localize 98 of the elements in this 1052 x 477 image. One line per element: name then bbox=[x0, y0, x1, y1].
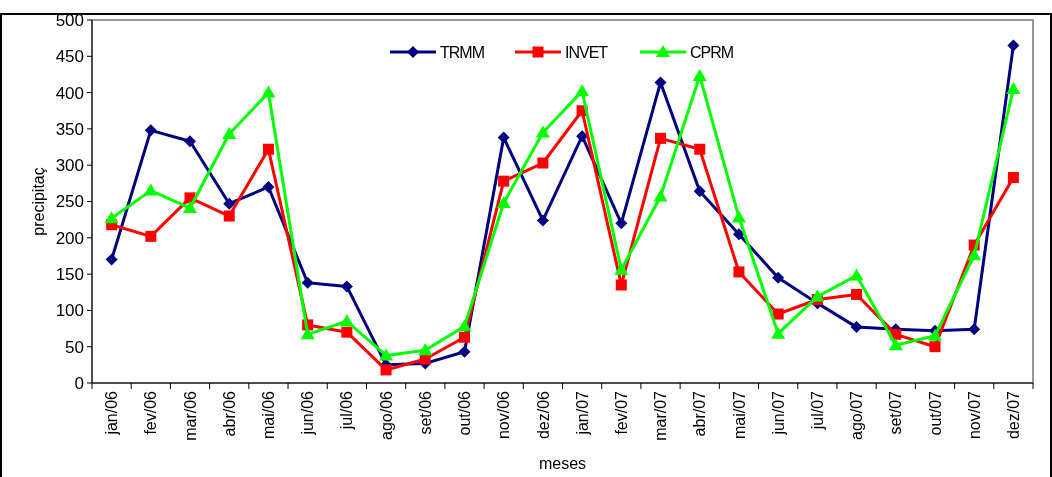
point bbox=[772, 271, 785, 284]
y-tick-label: 450 bbox=[55, 47, 84, 67]
y-tick-label: 0 bbox=[74, 373, 84, 393]
point bbox=[379, 348, 394, 361]
point bbox=[457, 319, 472, 332]
legend-label: INVET bbox=[565, 43, 609, 61]
point bbox=[615, 217, 628, 230]
point bbox=[143, 183, 158, 196]
x-tick-label: jul/07 bbox=[808, 390, 826, 431]
x-tick-label: jan/07 bbox=[573, 390, 591, 436]
x-tick-label: jul/06 bbox=[338, 390, 356, 431]
y-tick-label: 150 bbox=[55, 265, 84, 285]
point bbox=[1006, 81, 1021, 94]
x-tick-label: out/07 bbox=[926, 390, 944, 436]
point bbox=[498, 175, 510, 187]
point bbox=[655, 132, 667, 144]
point bbox=[341, 326, 353, 338]
x-tick-label: jun/06 bbox=[299, 390, 317, 436]
point bbox=[967, 248, 982, 261]
y-tick-label: 300 bbox=[55, 156, 84, 176]
point bbox=[850, 321, 863, 334]
x-axis-title: meses bbox=[538, 455, 587, 472]
legend-label: CPRM bbox=[690, 43, 734, 61]
point bbox=[693, 185, 706, 198]
x-tick-label: nov/06 bbox=[495, 390, 513, 440]
point bbox=[614, 262, 629, 275]
x-tick-label: fev/07 bbox=[612, 390, 630, 435]
point bbox=[772, 308, 784, 320]
y-tick-label: 200 bbox=[55, 228, 84, 248]
point bbox=[1007, 172, 1019, 184]
y-tick-label: 50 bbox=[65, 337, 84, 357]
x-tick-label: set/07 bbox=[887, 390, 905, 435]
y-tick-label: 250 bbox=[55, 192, 84, 212]
point bbox=[653, 189, 668, 202]
point bbox=[537, 157, 549, 169]
point bbox=[615, 279, 627, 291]
point bbox=[535, 125, 550, 138]
point bbox=[849, 268, 864, 281]
point bbox=[851, 288, 863, 300]
point bbox=[262, 143, 274, 155]
x-tick-label: fev/06 bbox=[142, 390, 160, 435]
point bbox=[810, 289, 825, 302]
legend-label: TRMM bbox=[440, 43, 485, 61]
point bbox=[104, 211, 119, 224]
point bbox=[184, 135, 197, 148]
y-tick-label: 400 bbox=[55, 83, 84, 103]
x-tick-label: dez/07 bbox=[1005, 390, 1022, 440]
point bbox=[771, 326, 786, 339]
point bbox=[301, 276, 314, 289]
point bbox=[419, 353, 431, 365]
point bbox=[300, 327, 315, 340]
point bbox=[458, 331, 470, 343]
point bbox=[261, 85, 276, 98]
x-tick-label: mai/07 bbox=[730, 390, 748, 440]
point bbox=[733, 266, 745, 278]
point bbox=[144, 124, 157, 137]
point bbox=[694, 143, 706, 155]
y-axis-title: precipitaç bbox=[30, 167, 47, 236]
point bbox=[340, 280, 353, 293]
x-tick-label: abr/06 bbox=[220, 390, 238, 437]
y-tick-label: 350 bbox=[55, 119, 84, 139]
point bbox=[927, 328, 942, 341]
point bbox=[692, 68, 707, 81]
point bbox=[575, 84, 590, 97]
point bbox=[536, 214, 549, 227]
x-tick-label: dez/06 bbox=[534, 390, 552, 440]
point bbox=[262, 180, 275, 193]
point bbox=[496, 195, 511, 208]
point bbox=[223, 197, 236, 210]
x-tick-label: jan/06 bbox=[103, 390, 121, 436]
point bbox=[418, 343, 433, 356]
x-tick-label: mar/06 bbox=[181, 390, 199, 441]
point bbox=[380, 364, 392, 376]
point bbox=[105, 253, 118, 266]
point bbox=[145, 230, 157, 242]
x-tick-label: mar/07 bbox=[652, 390, 670, 441]
x-tick-label: nov/07 bbox=[965, 390, 983, 440]
point bbox=[732, 228, 745, 241]
x-tick-label: mai/06 bbox=[260, 390, 278, 440]
point bbox=[968, 323, 981, 336]
point bbox=[1007, 39, 1020, 52]
x-tick-label: ago/07 bbox=[848, 390, 866, 440]
y-tick-label: 100 bbox=[55, 301, 84, 321]
point bbox=[183, 201, 198, 214]
x-tick-label: set/06 bbox=[416, 390, 434, 435]
point bbox=[222, 126, 237, 139]
point bbox=[929, 341, 941, 353]
x-tick-label: out/06 bbox=[456, 390, 474, 436]
point bbox=[339, 314, 354, 327]
point bbox=[497, 131, 510, 144]
point bbox=[888, 338, 903, 351]
point bbox=[223, 210, 235, 222]
x-tick-label: ago/06 bbox=[377, 390, 395, 440]
point bbox=[458, 345, 471, 358]
x-tick-label: abr/07 bbox=[691, 390, 709, 437]
point bbox=[731, 210, 746, 223]
x-tick-label: jun/07 bbox=[769, 390, 787, 436]
point bbox=[654, 76, 667, 89]
